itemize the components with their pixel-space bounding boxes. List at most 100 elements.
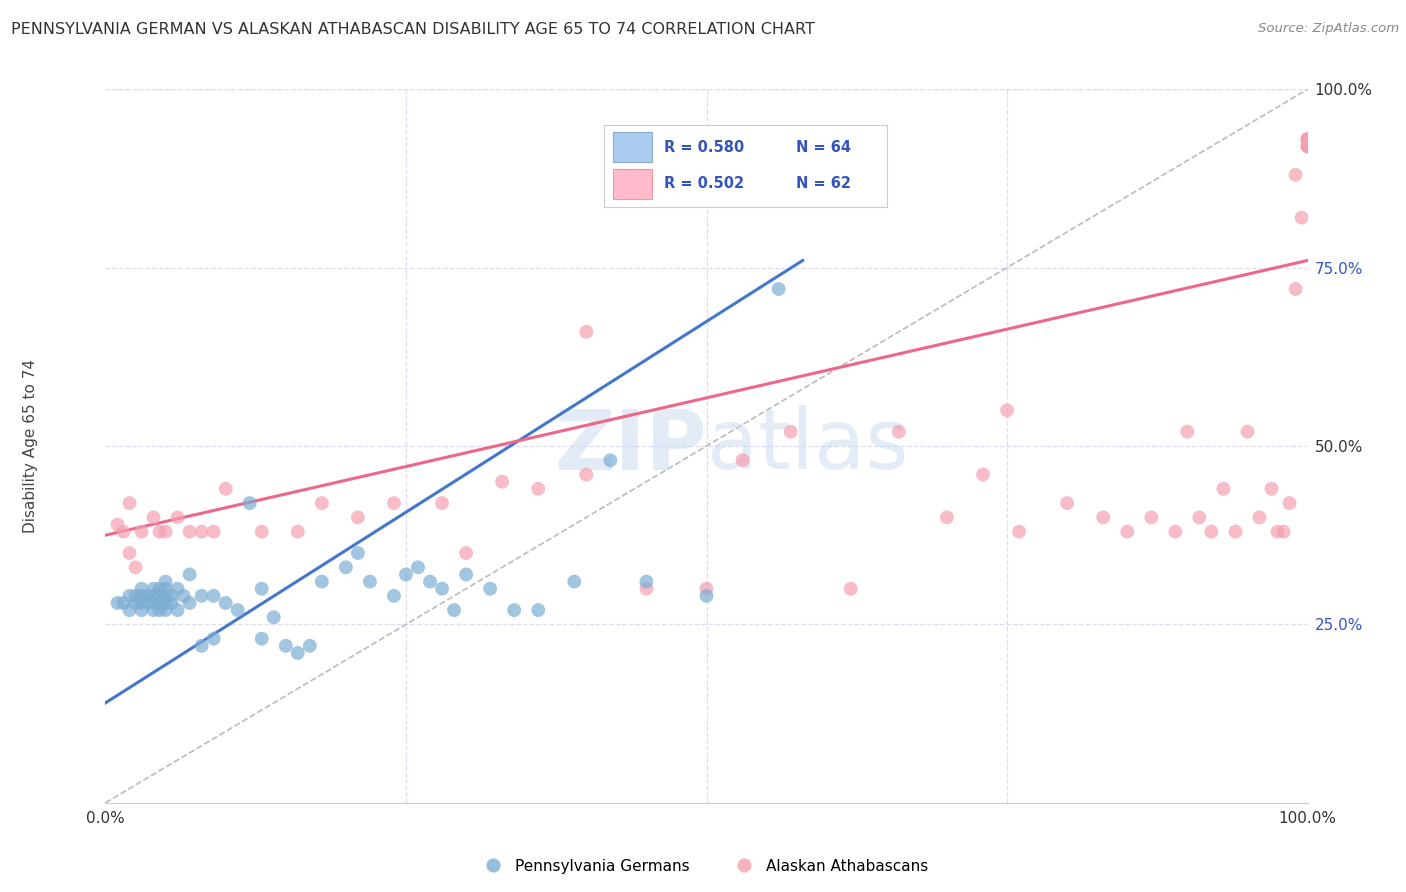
Point <box>148 596 170 610</box>
Point <box>1267 524 1289 539</box>
Point <box>768 282 790 296</box>
Point <box>190 639 212 653</box>
Point <box>112 596 135 610</box>
Text: Source: ZipAtlas.com: Source: ZipAtlas.com <box>1258 22 1399 36</box>
Point <box>142 596 165 610</box>
Point <box>155 582 177 596</box>
Point <box>160 596 183 610</box>
Text: N = 64: N = 64 <box>796 139 852 154</box>
Point <box>166 510 188 524</box>
Point <box>562 574 585 589</box>
Point <box>1236 425 1258 439</box>
Point <box>214 596 236 610</box>
Point <box>696 589 718 603</box>
Point <box>148 603 170 617</box>
Point <box>131 596 153 610</box>
Point <box>491 475 513 489</box>
Point <box>142 589 165 603</box>
Point <box>575 467 598 482</box>
Point <box>311 574 333 589</box>
Text: R = 0.580: R = 0.580 <box>664 139 744 154</box>
Point <box>972 467 994 482</box>
Point <box>636 582 658 596</box>
Point <box>395 567 418 582</box>
Point <box>335 560 357 574</box>
Point <box>1008 524 1031 539</box>
Point <box>1284 282 1306 296</box>
Point <box>142 603 165 617</box>
Point <box>503 603 526 617</box>
Point <box>160 589 183 603</box>
Point <box>1116 524 1139 539</box>
Point <box>1284 168 1306 182</box>
Point <box>142 582 165 596</box>
Point <box>887 425 910 439</box>
Point <box>287 524 309 539</box>
Point <box>124 560 146 574</box>
Point <box>118 589 141 603</box>
Point <box>155 589 177 603</box>
Point <box>430 582 453 596</box>
Point <box>443 603 465 617</box>
Point <box>1092 510 1115 524</box>
Point <box>250 582 273 596</box>
Point <box>1296 132 1319 146</box>
Point <box>1164 524 1187 539</box>
Point <box>250 524 273 539</box>
Point <box>148 582 170 596</box>
Point <box>190 589 212 603</box>
Point <box>1225 524 1247 539</box>
Point <box>148 589 170 603</box>
Point <box>382 589 405 603</box>
Text: Disability Age 65 to 74: Disability Age 65 to 74 <box>24 359 38 533</box>
Point <box>1296 139 1319 153</box>
Point <box>142 510 165 524</box>
Point <box>148 524 170 539</box>
Point <box>1175 425 1198 439</box>
Point <box>1296 139 1319 153</box>
Point <box>155 524 177 539</box>
Point <box>1249 510 1271 524</box>
Point <box>179 596 201 610</box>
Point <box>124 589 146 603</box>
Point <box>1291 211 1313 225</box>
Point <box>155 596 177 610</box>
Point <box>1212 482 1234 496</box>
Point <box>454 546 477 560</box>
Point <box>1260 482 1282 496</box>
Point <box>239 496 262 510</box>
Point <box>166 582 188 596</box>
Point <box>936 510 959 524</box>
Point <box>202 524 225 539</box>
Point <box>1296 139 1319 153</box>
Text: ZIP: ZIP <box>554 406 707 486</box>
Point <box>839 582 862 596</box>
Point <box>1188 510 1211 524</box>
Point <box>190 524 212 539</box>
Point <box>250 632 273 646</box>
Point <box>131 603 153 617</box>
Point <box>575 325 598 339</box>
Point <box>118 546 141 560</box>
Point <box>527 482 550 496</box>
Point <box>179 524 201 539</box>
Text: PENNSYLVANIA GERMAN VS ALASKAN ATHABASCAN DISABILITY AGE 65 TO 74 CORRELATION CH: PENNSYLVANIA GERMAN VS ALASKAN ATHABASCA… <box>11 22 815 37</box>
Point <box>155 603 177 617</box>
Point <box>1296 132 1319 146</box>
Point <box>995 403 1018 417</box>
Point <box>263 610 285 624</box>
Point <box>118 496 141 510</box>
Point <box>107 596 129 610</box>
Point <box>226 603 249 617</box>
Point <box>124 596 146 610</box>
Point <box>1272 524 1295 539</box>
Point <box>214 482 236 496</box>
Point <box>599 453 621 467</box>
Point <box>1140 510 1163 524</box>
Point <box>419 574 441 589</box>
Point <box>136 589 159 603</box>
Point <box>347 510 370 524</box>
Point <box>173 589 195 603</box>
Point <box>298 639 321 653</box>
Point <box>479 582 502 596</box>
